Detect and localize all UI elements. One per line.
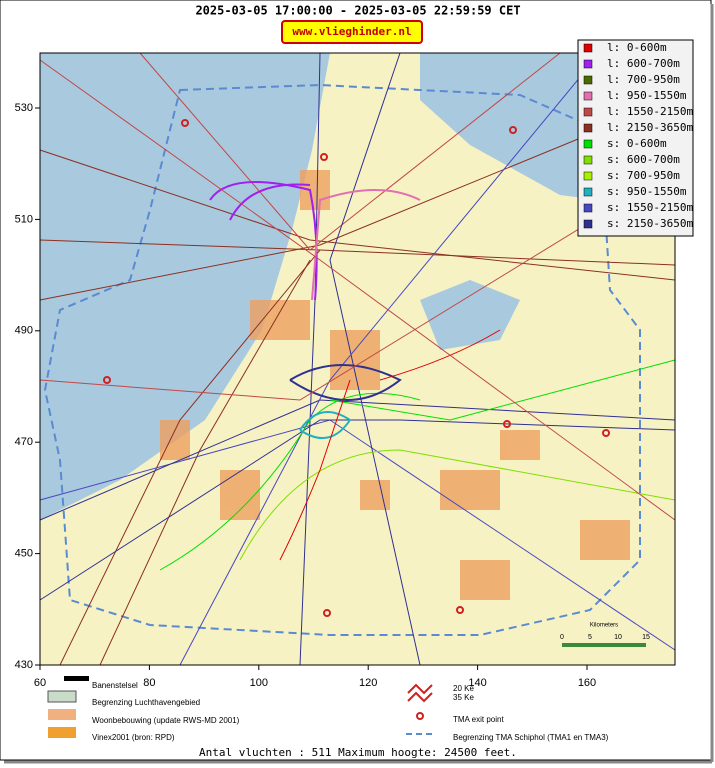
key-swatch bbox=[48, 727, 76, 738]
key-label: 20 Ke bbox=[453, 684, 474, 693]
legend-swatch bbox=[583, 155, 593, 165]
legend-label: s: 700-950m bbox=[607, 169, 680, 182]
key-swatch bbox=[64, 676, 89, 681]
legend-label: l: 600-700m bbox=[607, 57, 680, 70]
scale-title: Kilometers bbox=[590, 623, 618, 629]
x-tick-label: 100 bbox=[250, 677, 268, 689]
legend-label: l: 0-600m bbox=[607, 41, 667, 54]
sea bbox=[40, 53, 330, 520]
key-label: Woonbebouwing (update RWS-MD 2001) bbox=[92, 716, 240, 725]
legend-label: l: 1550-2150m bbox=[607, 105, 693, 118]
y-tick-label: 430 bbox=[15, 659, 33, 671]
key-swatch bbox=[407, 683, 433, 703]
y-tick-label: 470 bbox=[15, 436, 33, 448]
y-tick-label: 530 bbox=[15, 102, 33, 114]
key-swatch bbox=[416, 712, 424, 720]
key-label: 35 Ke bbox=[453, 693, 474, 702]
legend: l: 0-600m l: 600-700m l: 700-950m l: 950-15… bbox=[577, 39, 694, 237]
footer: Antal vluchten : 511 Maximum hoogte: 245… bbox=[199, 746, 517, 759]
legend-swatch bbox=[583, 139, 593, 149]
legend-swatch bbox=[583, 123, 593, 133]
legend-label: l: 700-950m bbox=[607, 73, 680, 86]
legend-swatch bbox=[583, 107, 593, 117]
map-border bbox=[39, 52, 676, 666]
tma-exit-points bbox=[103, 119, 610, 617]
y-tick-label: 510 bbox=[15, 213, 33, 225]
legend-label: s: 2150-3650m bbox=[607, 217, 693, 230]
scale-tick-label: 10 bbox=[614, 634, 622, 641]
legend-label: s: 600-700m bbox=[607, 153, 680, 166]
scale-line bbox=[562, 643, 646, 647]
flight-tracks bbox=[39, 52, 676, 666]
legend-swatch bbox=[583, 43, 593, 53]
legend-label: s: 1550-2150m bbox=[607, 201, 693, 214]
key-swatch bbox=[47, 690, 77, 703]
x-tick-label: 120 bbox=[359, 677, 377, 689]
key-label: Banenstelsel bbox=[92, 681, 138, 690]
legend-label: l: 2150-3650m bbox=[607, 121, 693, 134]
x-tick-label: 60 bbox=[34, 677, 46, 689]
urban-areas bbox=[160, 170, 630, 600]
x-tick-label: 140 bbox=[468, 677, 486, 689]
scale-tick-label: 0 bbox=[560, 634, 564, 641]
legend-swatch bbox=[583, 171, 593, 181]
key-label: Vinex2001 (bron: RPD) bbox=[92, 733, 175, 742]
map-key bbox=[47, 676, 436, 738]
legend-label: s: 950-1550m bbox=[607, 185, 687, 198]
legend-swatch bbox=[583, 91, 593, 101]
scale-tick-label: 15 bbox=[642, 634, 650, 641]
legend-label: s: 0-600m bbox=[607, 137, 667, 150]
legend-swatch bbox=[583, 203, 593, 213]
key-swatch bbox=[48, 709, 76, 720]
key-label: Begrenzing TMA Schiphol (TMA1 en TMA3) bbox=[453, 733, 609, 742]
site-badge bbox=[281, 20, 423, 44]
key-label: TMA exit point bbox=[453, 715, 504, 724]
site-link[interactable]: www.vlieghinder.nl bbox=[292, 25, 411, 38]
legend-swatch bbox=[583, 187, 593, 197]
scale-bar: Kilometers bbox=[562, 623, 646, 647]
legend-swatch bbox=[583, 75, 593, 85]
legend-swatch bbox=[583, 219, 593, 229]
legend-box bbox=[577, 39, 694, 237]
legend-swatch bbox=[583, 59, 593, 69]
title: 2025-03-05 17:00:00 - 2025-03-05 22:59:5… bbox=[195, 4, 520, 18]
scale-tick-label: 5 bbox=[588, 634, 592, 641]
x-tick-label: 160 bbox=[578, 677, 596, 689]
tma-boundary bbox=[43, 83, 641, 636]
key-label: Begrenzing Luchthavengebied bbox=[92, 698, 200, 707]
legend-label: l: 950-1550m bbox=[607, 89, 687, 102]
x-tick-label: 80 bbox=[143, 677, 155, 689]
y-tick-label: 450 bbox=[15, 548, 33, 560]
y-tick-label: 490 bbox=[15, 325, 33, 337]
